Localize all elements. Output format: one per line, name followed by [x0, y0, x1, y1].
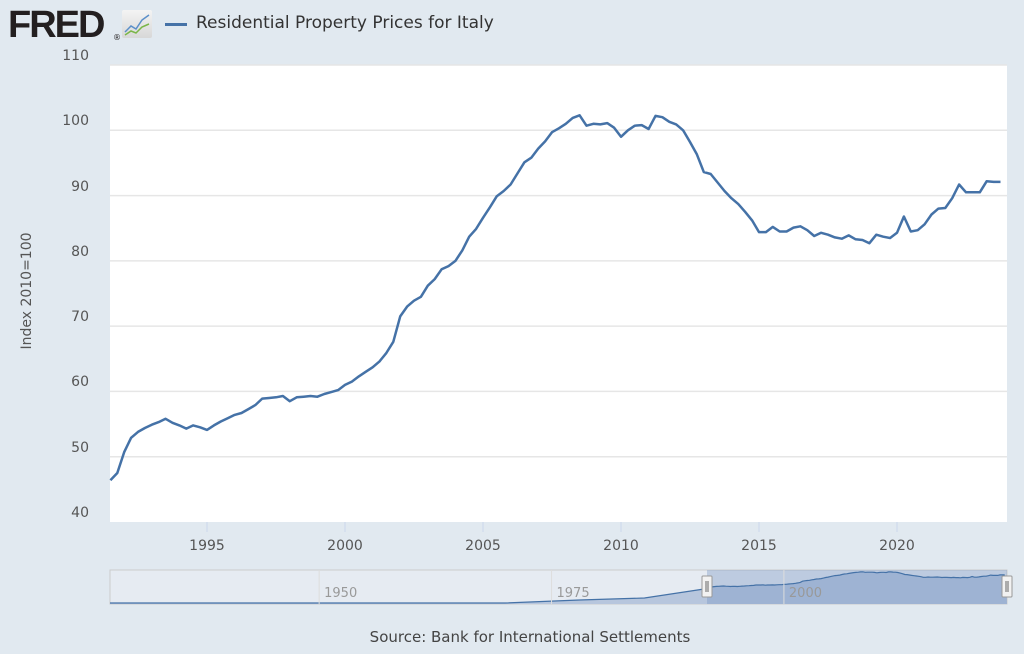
- navigator-handle-left[interactable]: [701, 575, 713, 598]
- plot-area: [110, 65, 1007, 522]
- y-tick-label: 50: [71, 439, 89, 456]
- source-note: Source: Bank for International Settlemen…: [369, 628, 691, 646]
- y-tick-label: 60: [71, 374, 89, 391]
- navigator-tick-label: 2000: [789, 586, 822, 601]
- x-tick-label: 2000: [327, 538, 363, 554]
- y-tick-label: 40: [71, 505, 89, 521]
- x-tick-label: 2005: [465, 538, 501, 554]
- navigator-selection[interactable]: [707, 570, 1007, 604]
- x-tick-label: 2015: [741, 538, 777, 554]
- y-tick-label: 80: [71, 243, 89, 260]
- fred-logo[interactable]: FRED: [8, 4, 105, 46]
- x-tick-label: 2020: [879, 538, 915, 554]
- legend-swatch[interactable]: [165, 23, 187, 26]
- legend-label[interactable]: Residential Property Prices for Italy: [196, 13, 494, 33]
- x-tick-label: 1995: [189, 538, 225, 554]
- navigator-area: [110, 571, 1007, 604]
- navigator-tick-label: 1975: [557, 586, 590, 601]
- navigator-handle-right[interactable]: [1001, 575, 1013, 598]
- y-tick-label: 90: [71, 178, 89, 195]
- chart-logo-icon: [122, 10, 152, 38]
- y-tick-label: 100: [62, 113, 89, 130]
- y-tick-label: 70: [71, 309, 89, 326]
- navigator-line: [110, 571, 1005, 604]
- y-axis-label: Index 2010=100: [19, 232, 35, 350]
- registered-mark: ®: [113, 33, 121, 42]
- x-tick-label: 2010: [603, 538, 639, 554]
- navigator-tick-label: 1950: [324, 586, 357, 601]
- y-tick-label: 110: [62, 48, 89, 64]
- series-line: [109, 114, 1001, 482]
